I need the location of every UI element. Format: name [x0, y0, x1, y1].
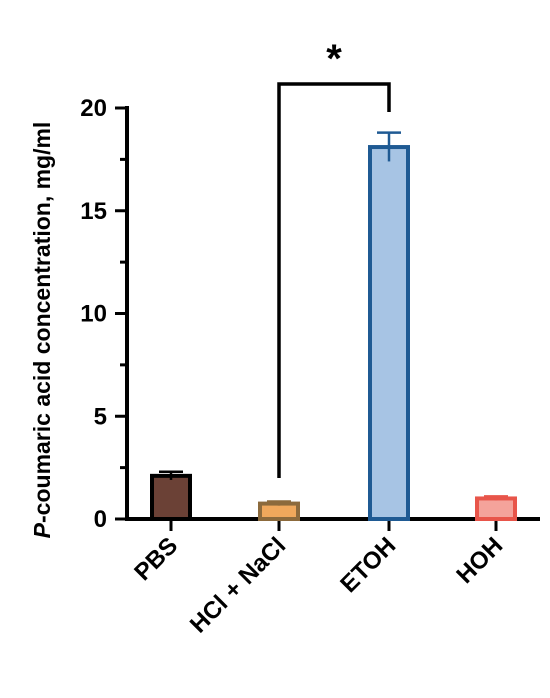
y-axis-label: P-coumaric acid concentration, mg/ml [29, 122, 55, 539]
bar [475, 496, 517, 522]
labels: 0 5 10 15 20 PBS HCl + NaCl ETOH HOH [80, 95, 508, 638]
y-tick-label: 20 [80, 95, 107, 122]
category-label: HOH [451, 532, 508, 589]
bar [368, 145, 410, 521]
bars [150, 131, 517, 522]
y-tick-label: 10 [80, 301, 107, 328]
bar [258, 501, 300, 521]
significance-star: * [326, 37, 342, 81]
y-axis-label-rest: -coumaric acid concentration, mg/ml [29, 122, 55, 523]
axes [115, 106, 540, 531]
significance-bracket: * [277, 37, 391, 478]
y-tick-label: 0 [94, 506, 107, 533]
y-axis-label-prefix: P [29, 522, 55, 538]
significance-line [277, 82, 391, 478]
category-label: HCl + NaCl [185, 532, 291, 638]
category-label: PBS [129, 532, 183, 586]
bar [150, 473, 192, 521]
y-tick-label: 5 [94, 403, 107, 430]
svg-text:P-coumaric acid concentration,: P-coumaric acid concentration, mg/ml [29, 122, 55, 539]
y-tick-label: 15 [80, 198, 107, 225]
category-label: ETOH [335, 532, 401, 598]
